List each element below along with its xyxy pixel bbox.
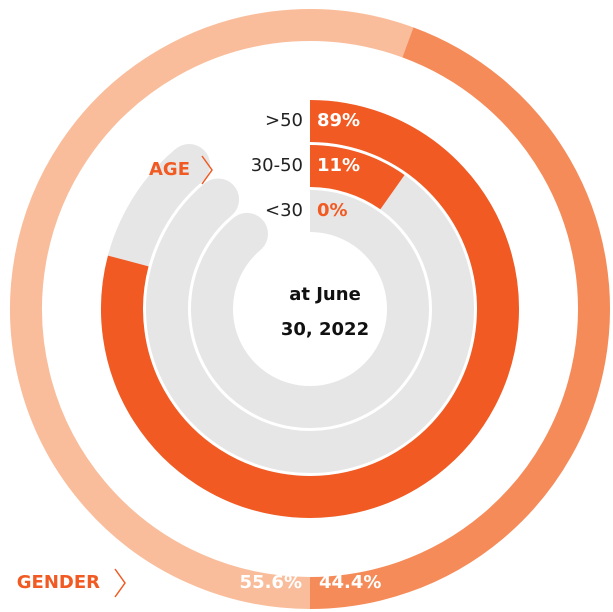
- annotation: 30, 2022: [281, 319, 369, 340]
- annotation: at June: [289, 284, 361, 305]
- value-label: 55.6%: [240, 572, 302, 593]
- chevron: [114, 568, 126, 598]
- gender-label: GENDER: [17, 572, 100, 593]
- category-label: <30: [265, 200, 303, 221]
- value-label: 11%: [317, 155, 360, 176]
- track: [191, 190, 429, 428]
- radial-bar: [309, 145, 405, 210]
- category-label: >50: [265, 110, 303, 131]
- layer: 55.6% 44.4% >50 89% 30-50 11% <30 0% at June 30, …: [10, 9, 610, 609]
- age-label: AGE: [149, 159, 190, 180]
- track-cap: [226, 212, 269, 255]
- value-label: 44.4%: [319, 572, 381, 593]
- value-label: 89%: [317, 110, 360, 131]
- donut-segment: [10, 9, 414, 609]
- value-label: 0%: [317, 200, 348, 221]
- radial-bar: [101, 100, 519, 518]
- track-cap: [168, 143, 211, 186]
- chevron: [201, 155, 213, 185]
- donut-segment: [309, 27, 610, 609]
- category-label: 30-50: [251, 155, 303, 176]
- track-cap: [197, 178, 240, 221]
- track: [146, 145, 474, 473]
